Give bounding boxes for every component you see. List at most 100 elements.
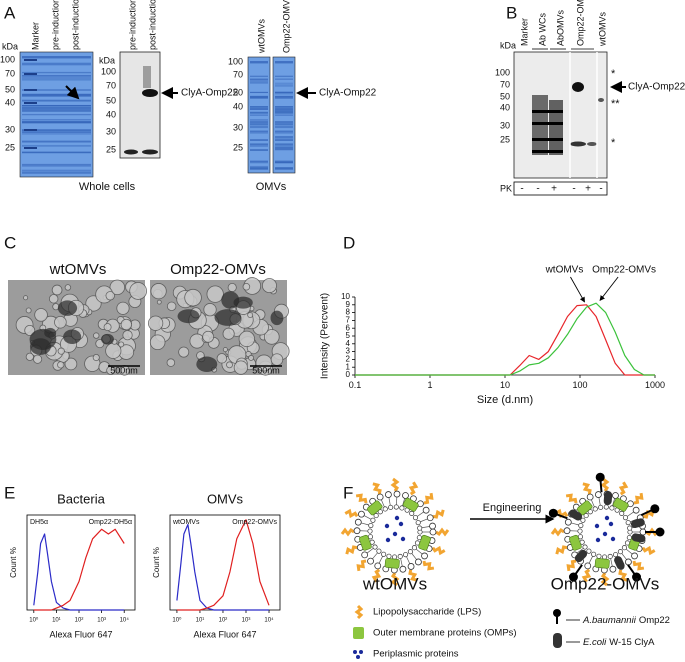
clya [603,491,613,506]
marker-band [24,89,37,91]
gel-band [275,107,293,110]
x-tick-label: 0.1 [349,380,362,390]
lipid-head [407,563,415,570]
marker-label: 70 [106,80,116,90]
legend-entry: Periplasmic proteins [373,649,459,660]
omp [367,500,383,516]
lipid-tail [588,555,594,564]
marker-label: 30 [5,124,15,134]
pk-sign: + [585,184,591,195]
gel-band [250,96,268,99]
lipid-tail [415,548,423,555]
gel-band [275,160,293,163]
series-line [355,302,655,376]
stain [177,309,200,324]
lipid-head [580,517,586,523]
lps [566,559,577,572]
lipid-head [417,525,423,531]
gel-band [250,114,268,116]
stain [57,300,78,316]
lipid-head [421,552,428,560]
lps [555,545,568,555]
lipid-tail [610,558,613,567]
gel-band [22,71,91,74]
x-tick-label: 10¹ [52,617,61,623]
gel-band [275,136,293,139]
lipid-head [370,517,376,523]
asterisk: ** [611,98,620,110]
vesicle [166,301,177,312]
gel-band [22,109,91,112]
lps [356,559,367,572]
marker-label: 25 [500,134,510,144]
lps [600,572,610,587]
panel-label: B [506,3,517,22]
lipid-head [429,522,436,530]
chart-title: OMVs [207,491,244,506]
lipid-head [627,525,633,531]
lipid-head [592,506,598,512]
stain [101,333,114,345]
x-tick-label: 10 [500,380,510,390]
stain [233,296,253,309]
lipid-head [613,552,619,558]
gel-band [22,119,91,121]
lipid-head [624,558,632,566]
lipid-head [587,509,593,515]
panel-label: A [4,3,16,22]
gel-band [250,143,268,145]
blot-smear [143,66,151,88]
lipid-head [612,492,619,499]
periplasmic-protein [604,515,610,521]
blot-band [532,110,563,113]
omp22 [568,572,578,582]
gel-band [275,143,293,145]
lps [390,477,400,492]
periplasmic-icon [356,655,360,659]
lipid-head [563,527,571,535]
series-line [176,519,270,611]
gel-band [275,91,293,94]
marker-label: 100 [495,67,510,77]
x-tick-label: 1 [427,380,432,390]
series-line [33,533,125,611]
scale-bar-label: 500nm [110,365,138,375]
lipid-tail [571,522,580,526]
protein-name: W-15 ClyA [609,637,655,648]
gel-band [275,91,293,95]
x-tick-label: 1000 [645,380,665,390]
blot-band [570,141,586,147]
x-tick-label: 10⁴ [120,616,130,623]
lipid-head [382,506,388,512]
plot-frame [26,514,136,611]
lps [618,569,628,582]
caption: Whole cells [79,181,136,193]
marker-label: 100 [228,56,243,66]
vesicle [25,307,32,314]
vesicle [184,288,202,307]
blot-smear [549,100,563,155]
vesicle [23,295,29,301]
periplasmic-protein [385,537,391,543]
clya [574,549,588,563]
gel-band [275,106,293,108]
lipid-head [414,558,422,566]
periplasmic-protein [602,531,608,537]
lipid-head [625,520,631,526]
lipid-tail [421,526,430,529]
image-title: wtOMVs [49,261,107,278]
gel-band [275,167,293,169]
lipid-head [411,545,417,551]
vesicle [238,330,255,348]
vesicle [122,330,133,341]
lane-label: Omp22-OMVs [281,0,291,53]
lipid-head [368,522,374,529]
vesicle [54,315,67,329]
gel-band [250,82,268,84]
gel-band [250,78,268,80]
lipid-head [353,527,361,535]
gel-band [22,140,91,143]
lipid-head [399,505,405,511]
lps [422,560,435,571]
gel-band [250,80,268,83]
